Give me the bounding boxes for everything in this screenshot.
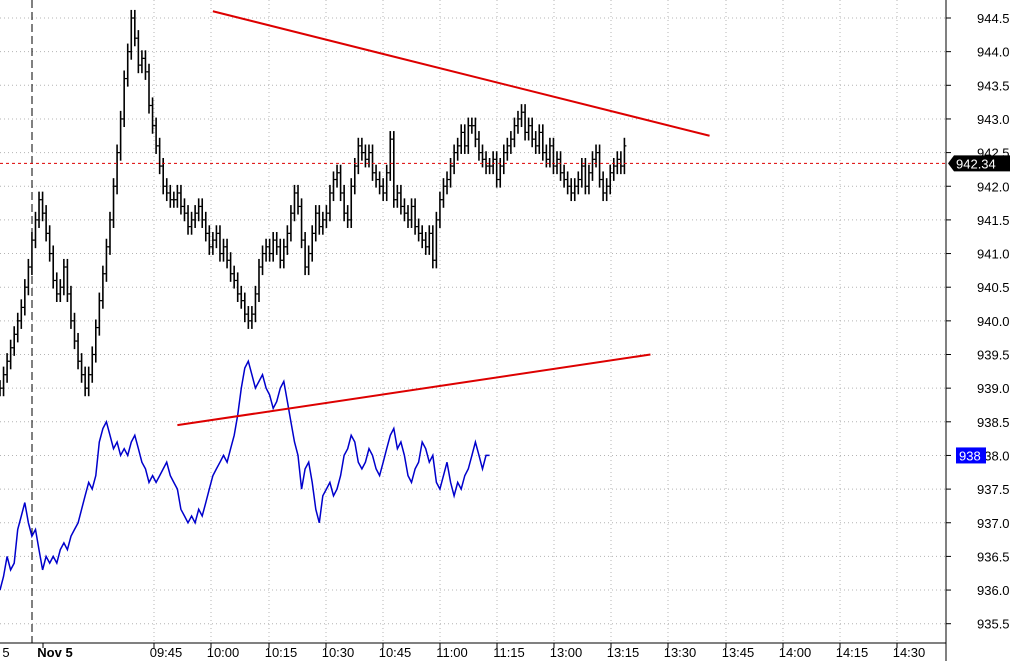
y-tick-label: 935.5 — [977, 617, 1010, 632]
x-tick-label: 13:15 — [607, 645, 640, 660]
x-tick-label: 14:15 — [836, 645, 869, 660]
trendlines — [177, 10, 710, 427]
x-tick-label: 11:00 — [436, 645, 468, 660]
y-tick-label: 941.0 — [977, 247, 1010, 262]
y-tick-label: 940.5 — [977, 280, 1010, 295]
line-value-tag: 938 — [956, 447, 986, 464]
y-tick-label: 936.5 — [977, 549, 1010, 564]
y-tick-label: 936.0 — [977, 583, 1010, 598]
x-tick-label: 11:15 — [493, 645, 525, 660]
y-tick-label: 944.0 — [977, 45, 1010, 60]
x-tick-label: 14:30 — [893, 645, 926, 660]
y-tick-label: 937.5 — [977, 482, 1010, 497]
y-tick-label: 943.0 — [977, 112, 1010, 127]
x-axis: 5 Nov 5 09:45 10:00 10:15 10:30 10:45 11:00 11:1… — [2, 643, 926, 660]
trendline — [212, 10, 710, 137]
y-axis: 935.5936.0936.5937.0937.5938.0938.5939.0… — [946, 11, 1010, 632]
line-series — [0, 359, 490, 591]
line-value-tag-shape — [956, 447, 986, 464]
line-value-label: 938 — [959, 448, 981, 463]
bar-series — [0, 9, 627, 397]
y-tick-label: 939.5 — [977, 348, 1010, 363]
x-tick-label: 5 — [2, 645, 9, 660]
last-price-tag: 942.34 — [948, 155, 1010, 172]
last-price-tag-shape — [948, 155, 1010, 172]
x-tick-label: 10:45 — [379, 645, 412, 660]
x-tick-label: 13:00 — [550, 645, 583, 660]
x-tick-label: 10:30 — [322, 645, 355, 660]
x-tick-label: 09:45 — [150, 645, 183, 660]
y-tick-label: 938.5 — [977, 415, 1010, 430]
x-tick-label: 10:15 — [265, 645, 298, 660]
x-tick-label: 13:45 — [722, 645, 755, 660]
x-tick-label: 10:00 — [207, 645, 240, 660]
x-tick-label: Nov 5 — [37, 645, 72, 660]
y-tick-label: 944.5 — [977, 11, 1010, 26]
last-price-label: 942.34 — [956, 156, 996, 171]
x-tick-label: 14:00 — [779, 645, 812, 660]
x-tick-label: 13:30 — [664, 645, 697, 660]
grid — [0, 0, 946, 643]
y-tick-label: 941.5 — [977, 213, 1010, 228]
y-tick-label: 937.0 — [977, 516, 1010, 531]
y-tick-label: 943.5 — [977, 78, 1010, 93]
y-tick-label: 939.0 — [977, 381, 1010, 396]
y-tick-label: 940.0 — [977, 314, 1010, 329]
y-tick-label: 942.0 — [977, 179, 1010, 194]
trendline — [177, 353, 651, 427]
plot-background — [0, 0, 946, 643]
